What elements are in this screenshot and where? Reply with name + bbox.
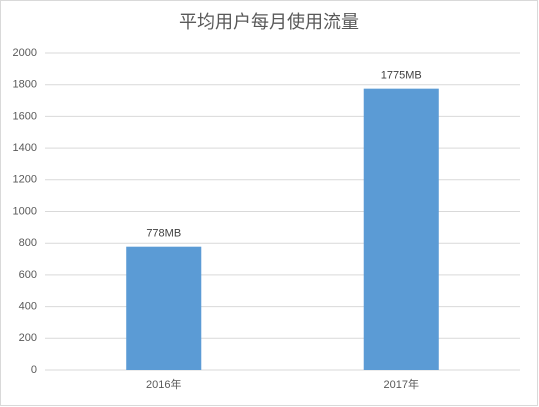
y-tick-label: 600 — [19, 269, 37, 281]
bar — [363, 88, 439, 370]
y-tick-label: 1000 — [13, 205, 37, 217]
y-tick-label: 0 — [31, 364, 37, 376]
value-label: 1775MB — [381, 70, 422, 82]
y-tick-label: 800 — [19, 237, 37, 249]
value-label: 778MB — [146, 228, 181, 240]
y-tick-label: 200 — [19, 332, 37, 344]
y-tick-label: 400 — [19, 301, 37, 313]
x-tick-label: 2016年 — [146, 377, 181, 391]
y-tick-label: 1200 — [13, 174, 37, 186]
x-tick-label: 2017年 — [384, 377, 419, 391]
bar — [126, 246, 202, 370]
chart-title: 平均用户每月使用流量 — [179, 12, 359, 32]
y-tick-label: 1600 — [13, 110, 37, 122]
y-tick-label: 1800 — [13, 79, 37, 91]
y-tick-label: 1400 — [13, 142, 37, 154]
y-tick-label: 2000 — [13, 47, 37, 59]
